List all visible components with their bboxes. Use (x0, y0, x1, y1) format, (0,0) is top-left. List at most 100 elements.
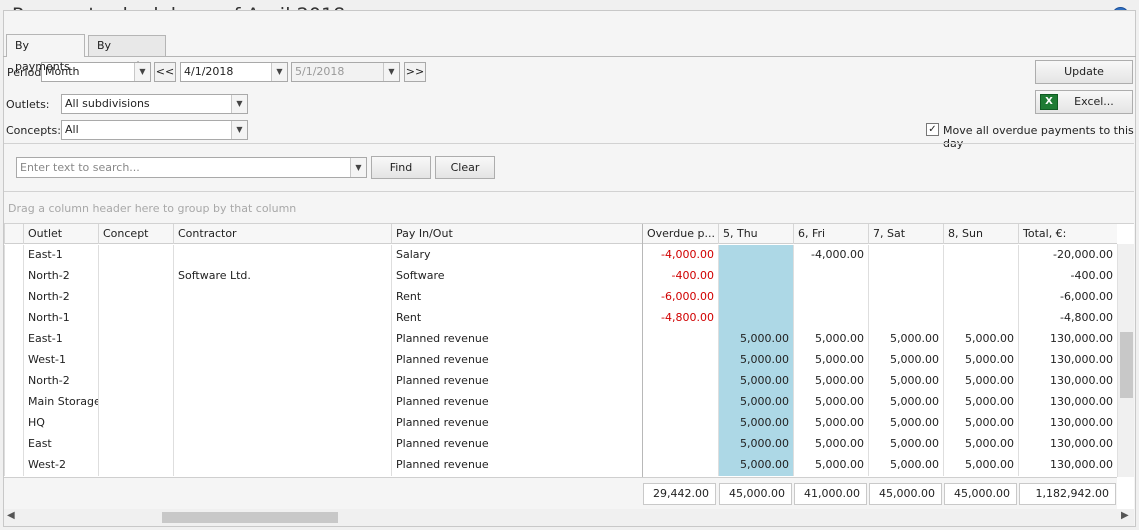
column-header-day-5[interactable]: 5, Thu (718, 224, 793, 244)
cell-day-6[interactable]: 5,000.00 (793, 329, 868, 350)
concepts-select[interactable]: All ▼ (61, 120, 248, 140)
cell-day-8[interactable]: 5,000.00 (943, 350, 1018, 371)
row-indicator[interactable] (4, 434, 23, 455)
cell-concept[interactable] (98, 392, 173, 413)
cell-day-8[interactable]: 5,000.00 (943, 371, 1018, 392)
column-header-day-6[interactable]: 6, Fri (793, 224, 868, 244)
cell-contractor[interactable] (173, 371, 391, 392)
cell-pay-in-out[interactable]: Rent (391, 308, 642, 329)
cell-day-7[interactable]: 5,000.00 (868, 392, 943, 413)
cell-day-6[interactable]: 5,000.00 (793, 371, 868, 392)
cell-day-7[interactable] (868, 245, 943, 266)
cell-day-5[interactable] (718, 287, 793, 308)
cell-overdue[interactable] (642, 329, 718, 350)
cell-day-6[interactable]: 5,000.00 (793, 350, 868, 371)
row-indicator[interactable] (4, 455, 23, 476)
cell-concept[interactable] (98, 413, 173, 434)
cell-concept[interactable] (98, 329, 173, 350)
table-row[interactable]: East Planned revenue 5,000.00 5,000.00 5,000… (4, 434, 1117, 455)
cell-day-5[interactable]: 5,000.00 (718, 455, 793, 476)
column-header-outlet[interactable]: Outlet (23, 224, 98, 244)
cell-outlet[interactable]: East-1 (23, 245, 98, 266)
cell-day-6[interactable] (793, 287, 868, 308)
cell-contractor[interactable] (173, 413, 391, 434)
table-row[interactable]: East-1 Planned revenue 5,000.00 5,000.00 5,0… (4, 329, 1117, 350)
table-row[interactable]: West-2 Planned revenue 5,000.00 5,000.00 5,0… (4, 455, 1117, 476)
cell-day-5[interactable]: 5,000.00 (718, 371, 793, 392)
cell-outlet[interactable]: East (23, 434, 98, 455)
column-header-day-8[interactable]: 8, Sun (943, 224, 1018, 244)
cell-day-7[interactable]: 5,000.00 (868, 329, 943, 350)
table-row[interactable]: HQ Planned revenue 5,000.00 5,000.00 5,000.0… (4, 413, 1117, 434)
next-period-button[interactable]: >> (404, 62, 426, 82)
cell-contractor[interactable] (173, 245, 391, 266)
cell-outlet[interactable]: North-2 (23, 266, 98, 287)
table-row[interactable]: North-2 Rent -6,000.00 -6,000.00 (4, 287, 1117, 308)
scroll-left-icon[interactable]: ◀ (7, 510, 15, 521)
cell-outlet[interactable]: North-2 (23, 371, 98, 392)
cell-day-5[interactable] (718, 266, 793, 287)
cell-day-8[interactable]: 5,000.00 (943, 455, 1018, 476)
cell-day-5[interactable] (718, 308, 793, 329)
cell-overdue[interactable] (642, 434, 718, 455)
row-indicator[interactable] (4, 413, 23, 434)
cell-contractor[interactable] (173, 455, 391, 476)
cell-overdue[interactable] (642, 350, 718, 371)
cell-day-6[interactable]: 5,000.00 (793, 392, 868, 413)
cell-day-5[interactable]: 5,000.00 (718, 413, 793, 434)
cell-concept[interactable] (98, 455, 173, 476)
table-row[interactable]: North-2 Planned revenue 5,000.00 5,000.00 5,… (4, 371, 1117, 392)
cell-day-6[interactable]: -4,000.00 (793, 245, 868, 266)
cell-pay-in-out[interactable]: Planned revenue (391, 329, 642, 350)
cell-pay-in-out[interactable]: Salary (391, 245, 642, 266)
cell-contractor[interactable] (173, 287, 391, 308)
cell-day-8[interactable]: 5,000.00 (943, 413, 1018, 434)
table-row[interactable]: Main Storage Planned revenue 5,000.00 5,000… (4, 392, 1117, 413)
table-row[interactable]: West-1 Planned revenue 5,000.00 5,000.00 5,0… (4, 350, 1117, 371)
cell-outlet[interactable]: East-1 (23, 329, 98, 350)
cell-day-8[interactable] (943, 245, 1018, 266)
cell-overdue[interactable] (642, 371, 718, 392)
cell-total[interactable]: 130,000.00 (1018, 329, 1117, 350)
cell-concept[interactable] (98, 266, 173, 287)
cell-day-8[interactable]: 5,000.00 (943, 392, 1018, 413)
row-indicator[interactable] (4, 287, 23, 308)
cell-day-7[interactable]: 5,000.00 (868, 371, 943, 392)
cell-day-8[interactable] (943, 287, 1018, 308)
cell-day-5[interactable]: 5,000.00 (718, 434, 793, 455)
scroll-thumb[interactable] (162, 512, 338, 523)
cell-day-7[interactable] (868, 308, 943, 329)
cell-day-5[interactable]: 5,000.00 (718, 329, 793, 350)
column-header-day-7[interactable]: 7, Sat (868, 224, 943, 244)
cell-concept[interactable] (98, 308, 173, 329)
cell-day-7[interactable]: 5,000.00 (868, 350, 943, 371)
cell-day-8[interactable] (943, 308, 1018, 329)
cell-day-5[interactable]: 5,000.00 (718, 392, 793, 413)
cell-contractor[interactable] (173, 392, 391, 413)
cell-pay-in-out[interactable]: Planned revenue (391, 434, 642, 455)
cell-overdue[interactable]: -6,000.00 (642, 287, 718, 308)
cell-total[interactable]: 130,000.00 (1018, 392, 1117, 413)
previous-period-button[interactable]: << (154, 62, 176, 82)
cell-day-6[interactable] (793, 266, 868, 287)
row-indicator[interactable] (4, 371, 23, 392)
cell-total[interactable]: -6,000.00 (1018, 287, 1117, 308)
move-overdue-checkbox[interactable]: ✓ (926, 123, 939, 136)
cell-day-7[interactable] (868, 266, 943, 287)
cell-pay-in-out[interactable]: Planned revenue (391, 371, 642, 392)
chevron-down-icon[interactable]: ▼ (231, 95, 247, 113)
row-indicator[interactable] (4, 350, 23, 371)
outlets-select[interactable]: All subdivisions ▼ (61, 94, 248, 114)
cell-concept[interactable] (98, 245, 173, 266)
period-select[interactable]: Month ▼ (41, 62, 151, 82)
cell-day-8[interactable]: 5,000.00 (943, 434, 1018, 455)
chevron-down-icon[interactable]: ▼ (134, 63, 150, 81)
scroll-right-icon[interactable]: ▶ (1121, 510, 1129, 521)
column-header-pay-in-out[interactable]: Pay In/Out (391, 224, 642, 244)
cell-outlet[interactable]: Main Storage (23, 392, 98, 413)
cell-day-8[interactable]: 5,000.00 (943, 329, 1018, 350)
chevron-down-icon[interactable]: ▼ (271, 63, 287, 81)
cell-outlet[interactable]: HQ (23, 413, 98, 434)
row-indicator[interactable] (4, 392, 23, 413)
cell-day-6[interactable]: 5,000.00 (793, 434, 868, 455)
